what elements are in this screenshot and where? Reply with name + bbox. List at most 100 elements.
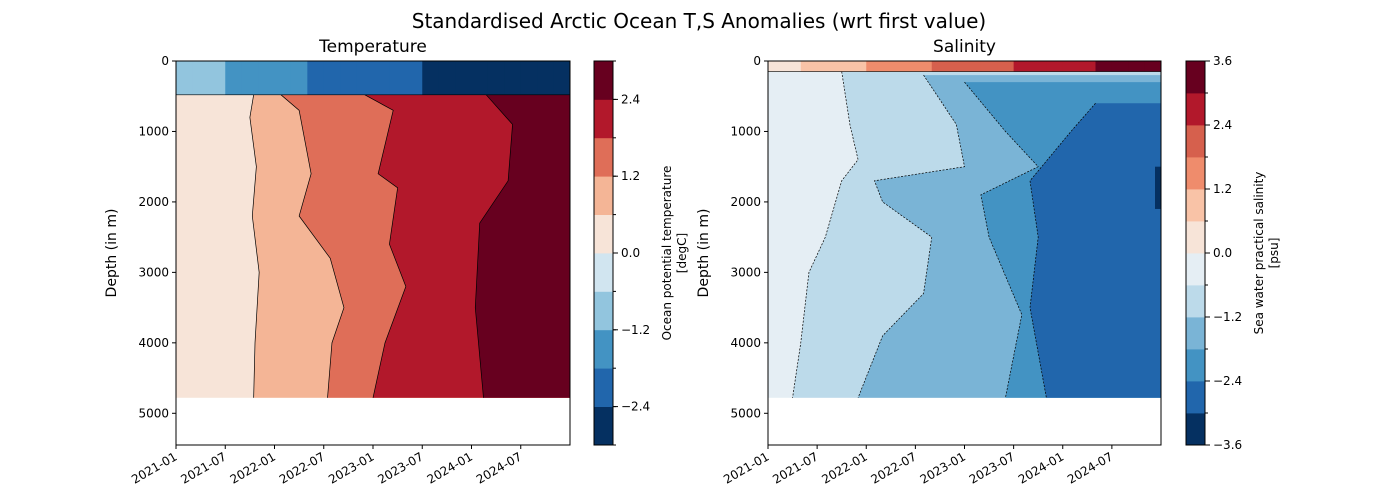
colorbar-segment (1186, 381, 1205, 414)
contour-line (474, 94, 513, 398)
colorbar-tick-label: 1.2 (621, 169, 640, 183)
colorbar-tick-label: 2.4 (621, 92, 640, 106)
contour-line (280, 94, 345, 398)
y-tick-label: 4000 (730, 336, 761, 350)
colorbar-segment (1186, 317, 1205, 350)
surface-cell (520, 61, 538, 95)
surface-cell (553, 61, 570, 95)
panel-title: Salinity (933, 37, 996, 57)
temperature-panel: Temperature 0 1000 2000 3000 4000 5000 Depth (i… (104, 37, 689, 487)
colorbar-segment (1186, 93, 1205, 126)
x-tick-label: 2023-01 (326, 449, 376, 486)
plot-area (176, 61, 570, 398)
contour-line (857, 74, 965, 398)
x-tick-label: 2024-07 (1065, 449, 1115, 486)
surface-cell (422, 61, 440, 95)
colorbar-tick-label: −2.4 (1213, 374, 1242, 388)
x-tick-label: 2023-01 (918, 449, 968, 486)
colorbar-tick-label: 1.2 (1213, 182, 1232, 196)
x-tick-label: 2024-07 (474, 449, 524, 486)
surface-cell (356, 61, 374, 95)
surface-cell (487, 61, 505, 95)
y-tick-label: 5000 (138, 406, 169, 420)
colorbar-label: Sea water practical salinity[psu] (1252, 172, 1281, 335)
contour-line (792, 71, 859, 398)
colorbar: −2.4 −1.2 0.0 1.2 2.4 Ocean potential tempera… (593, 60, 689, 446)
x-tick-label: 2021-01 (721, 449, 771, 486)
colorbar-segment (1186, 221, 1205, 254)
surface-cell (537, 61, 555, 95)
contour-band (475, 94, 570, 398)
surface-cell (176, 61, 193, 95)
figure-suptitle: Standardised Arctic Ocean T,S Anomalies … (412, 9, 986, 33)
surface-cell (241, 61, 259, 95)
surface-cell (964, 61, 982, 72)
y-tick-label: 5000 (730, 406, 761, 420)
y-tick-label: 2000 (730, 195, 761, 209)
colorbar-segment (594, 61, 613, 100)
colorbar-segment (594, 406, 613, 446)
surface-cell (931, 61, 949, 72)
colorbar-segment (594, 176, 613, 215)
deep-anomaly-patch (1155, 166, 1161, 209)
surface-cell (899, 61, 916, 72)
y-tick-label: 0 (161, 54, 169, 68)
colorbar-segment (1186, 349, 1205, 382)
colorbar-segment (594, 291, 613, 331)
surface-cell (192, 61, 210, 95)
colorbar-segment (1186, 61, 1205, 94)
x-tick-label: 2021-01 (129, 449, 179, 486)
colorbar-segment (594, 99, 613, 139)
surface-cell (1095, 61, 1113, 72)
surface-cell (225, 61, 243, 95)
colorbar-label-line: Sea water practical salinity (1252, 172, 1266, 335)
surface-cell (784, 61, 802, 72)
y-axis-label: Depth (in m) (104, 209, 120, 298)
surface-cell (997, 61, 1015, 72)
surface-cell (290, 61, 308, 95)
colorbar-label-line: [psu] (1267, 238, 1281, 269)
plot-area (768, 61, 1161, 398)
contour-line (964, 81, 1039, 398)
y-tick-label: 3000 (138, 265, 169, 279)
surface-cell (389, 61, 407, 95)
salinity-panel: Salinity 0 1000 2000 3000 4000 5000 Depth (in m… (696, 37, 1281, 487)
surface-cell (833, 61, 851, 72)
surface-cell (1062, 61, 1080, 72)
colorbar-segment (1186, 413, 1205, 446)
y-tick-label: 1000 (730, 124, 761, 138)
colorbar-segment (1186, 285, 1205, 318)
colorbar-segment (594, 137, 613, 177)
colorbar-tick-label: −2.4 (621, 400, 650, 414)
colorbar-segment (594, 214, 613, 254)
colorbar-segment (1186, 189, 1205, 222)
y-tick-label: 1000 (138, 124, 169, 138)
contour-line (1029, 103, 1096, 398)
surface-cell (1079, 61, 1096, 72)
contour-line (364, 94, 407, 398)
x-tick-label: 2024-01 (1016, 449, 1066, 486)
surface-cell (866, 61, 884, 72)
surface-cell (405, 61, 423, 95)
colorbar-segment (594, 253, 613, 292)
x-tick-label: 2021-07 (770, 449, 820, 486)
surface-cell (800, 61, 818, 72)
surface-cell (1111, 61, 1129, 72)
colorbar-segment (594, 368, 613, 407)
colorbar-segment (1186, 157, 1205, 190)
surface-cell (438, 61, 456, 95)
colorbar-tick-label: −1.2 (1213, 310, 1242, 324)
colorbar: −3.6 −2.4 −1.2 0.0 1.2 2.4 3.6 Sea water practi… (1185, 54, 1281, 452)
colorbar-tick-label: −1.2 (621, 323, 650, 337)
colorbar-tick-label: 0.0 (621, 246, 640, 260)
surface-cell (948, 61, 965, 72)
y-tick-label: 2000 (138, 195, 169, 209)
x-tick-label: 2022-01 (228, 449, 278, 486)
x-tick-label: 2023-07 (375, 449, 425, 486)
y-axis-label: Depth (in m) (696, 209, 712, 298)
y-tick-label: 0 (753, 54, 761, 68)
surface-cell (258, 61, 275, 95)
surface-cell (882, 61, 900, 72)
colorbar-label: Ocean potential temperature[degC] (660, 166, 689, 341)
